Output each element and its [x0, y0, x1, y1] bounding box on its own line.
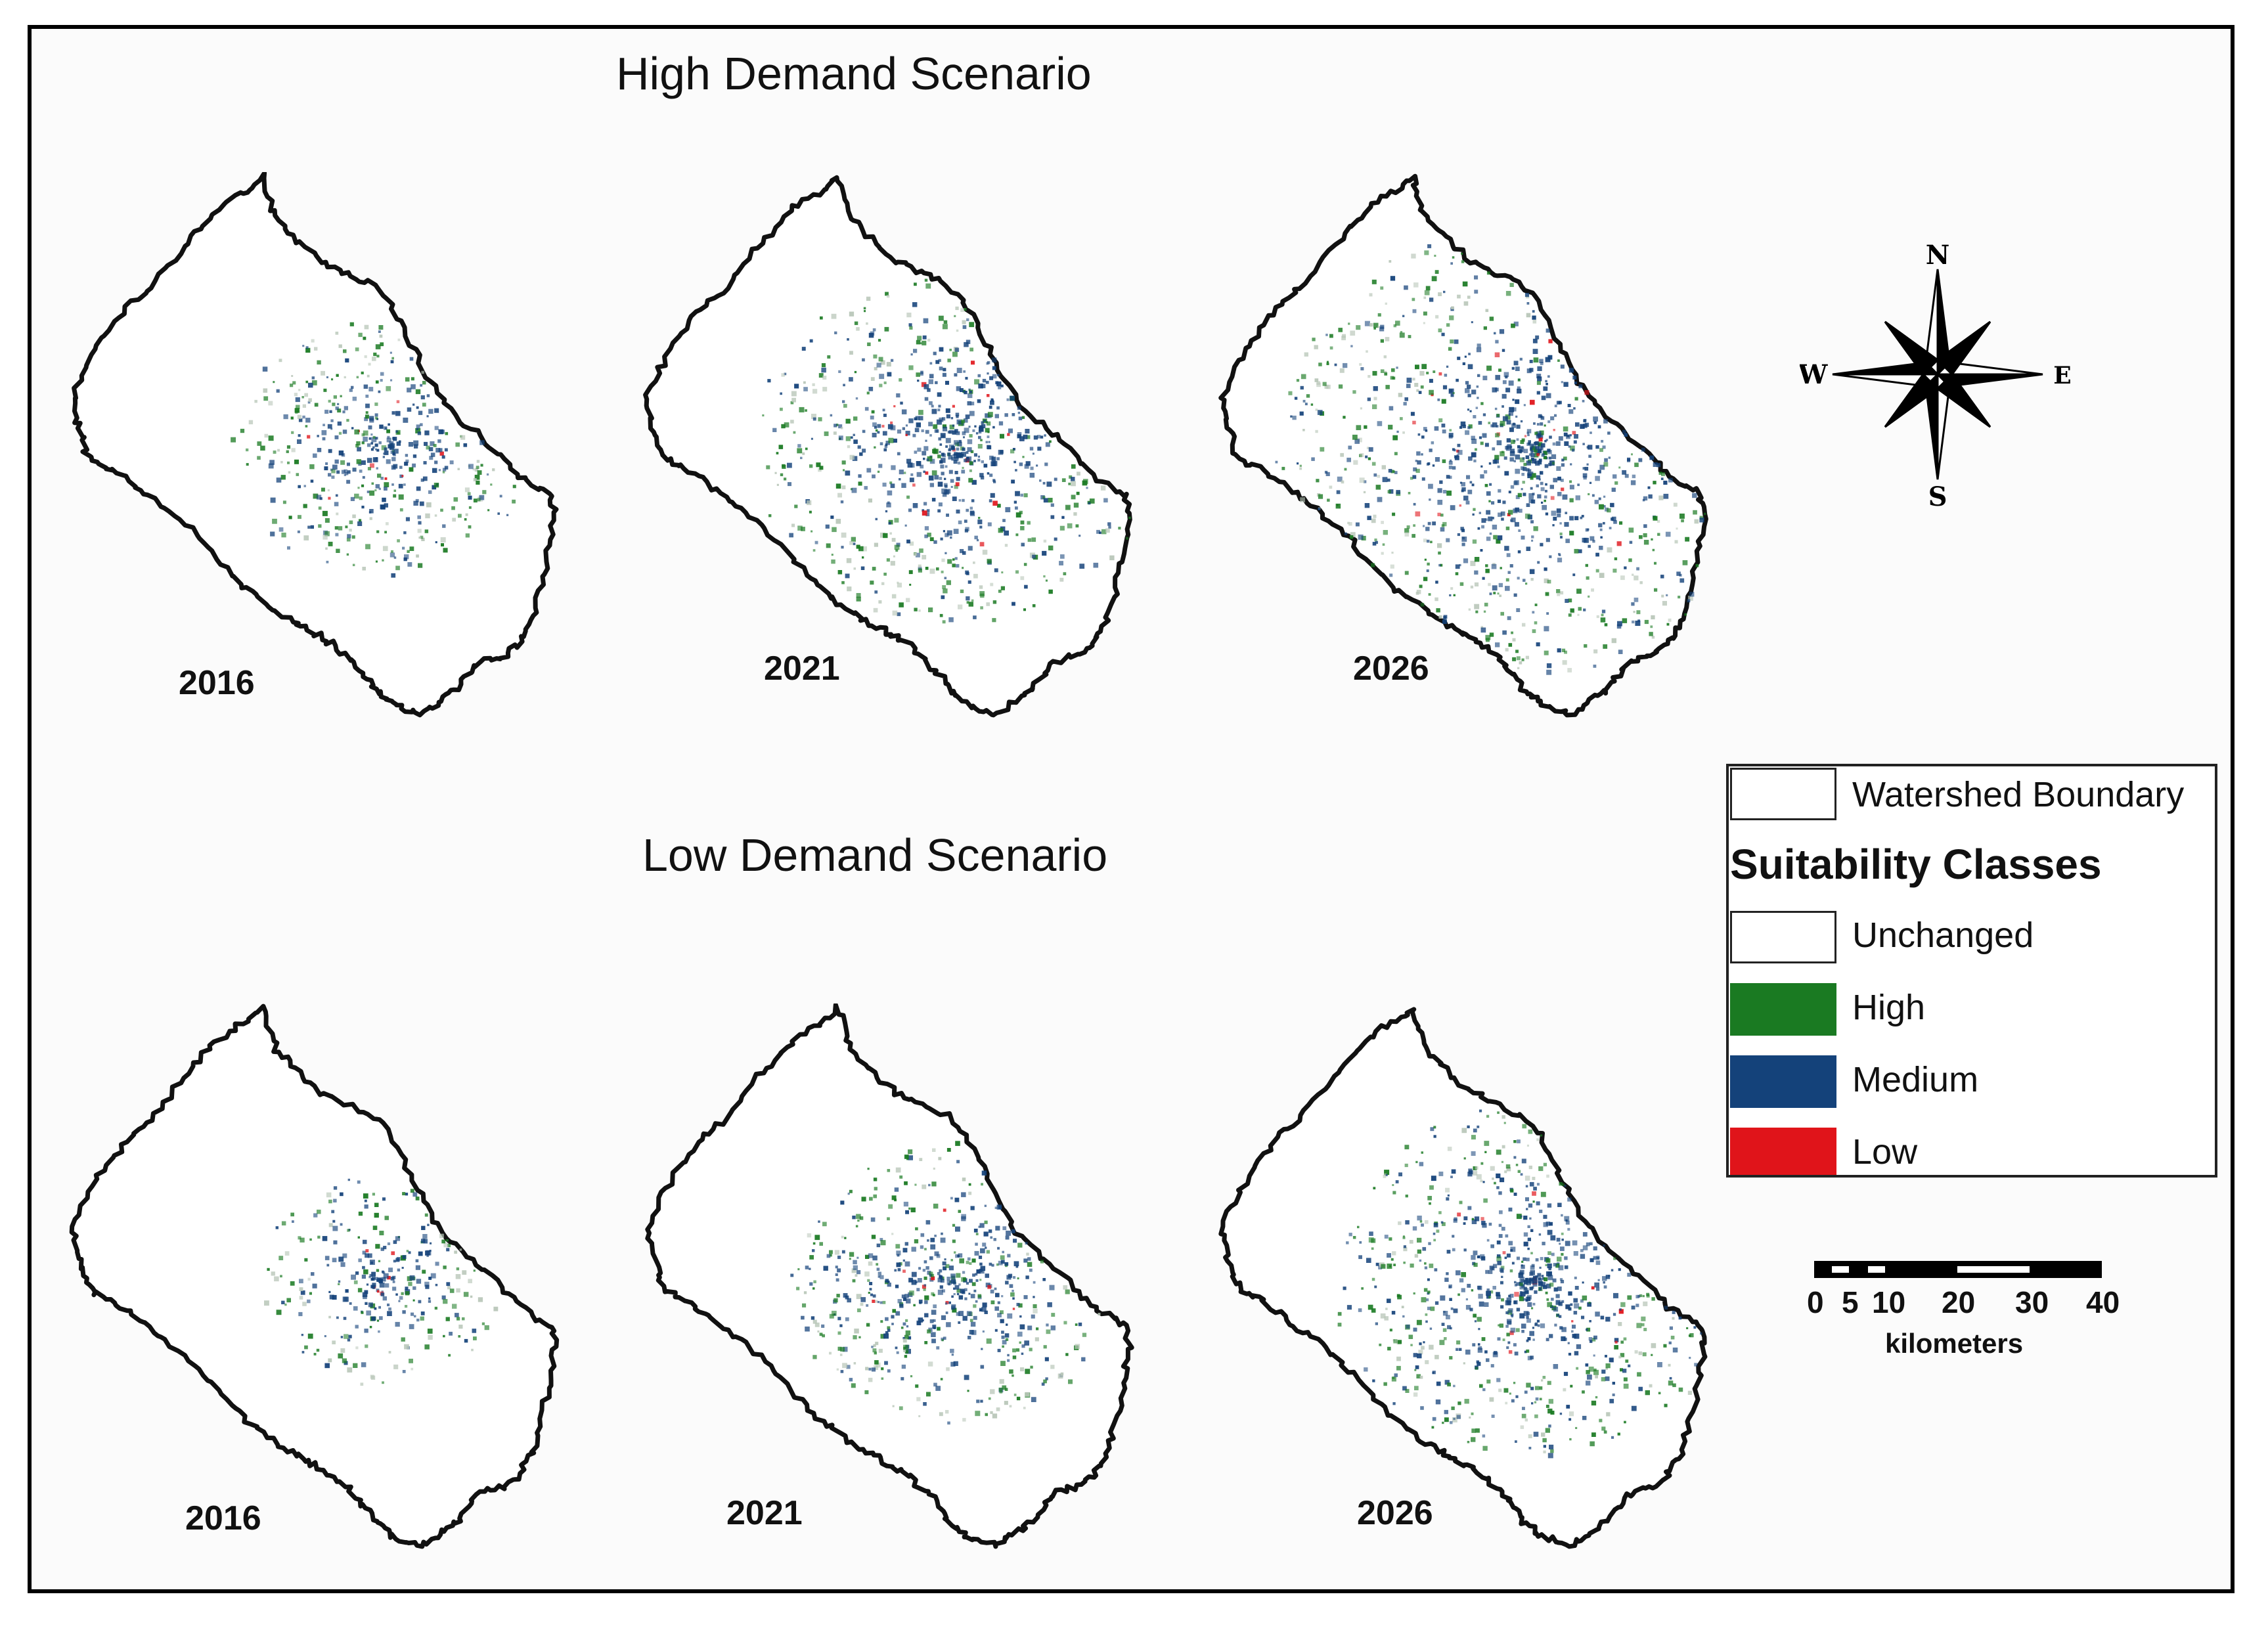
watershed-map-high-2026	[1218, 173, 1708, 718]
compass-w: W	[1800, 359, 1829, 390]
suitability-pixels	[790, 1141, 1101, 1425]
legend-unchanged-label: Unchanged	[1852, 915, 2034, 955]
scale-unit-label: kilometers	[1885, 1328, 2024, 1359]
suitability-pixels	[264, 1178, 499, 1386]
watershed-boundary	[1218, 173, 1708, 718]
compass-n: N	[1926, 240, 1950, 271]
title-low-demand: Low Demand Scenario	[642, 829, 1108, 881]
legend-medium-swatch	[1730, 1055, 1836, 1108]
legend-medium-label: Medium	[1852, 1060, 1979, 1099]
compass-e: E	[2053, 362, 2071, 389]
suitability-pixels	[1275, 244, 1706, 675]
watershed-boundary	[1218, 1007, 1708, 1549]
watershed-boundary	[645, 1003, 1134, 1549]
title-high-demand: High Demand Scenario	[616, 48, 1092, 99]
legend-low-label: Low	[1852, 1132, 1918, 1172]
legend-high-swatch	[1730, 983, 1836, 1036]
legend-low-swatch	[1730, 1128, 1836, 1175]
legend-heading: Suitability Classes	[1730, 841, 2102, 888]
watershed-boundary	[72, 172, 559, 718]
legend: Watershed Boundary Suitability Classes U…	[1726, 764, 2217, 1178]
suitability-pixels	[1337, 1109, 1702, 1459]
year-label-high-2021: 2021	[764, 650, 840, 688]
scale-tick-20: 20	[1942, 1285, 1976, 1319]
scale-tick-40: 40	[2086, 1285, 2120, 1319]
watershed-boundary	[643, 175, 1132, 718]
legend-high-label: High	[1852, 988, 1926, 1027]
watershed-map-low-2026	[1218, 1007, 1708, 1549]
watershed-map-low-2016	[69, 1003, 560, 1549]
scale-tick-10: 10	[1872, 1285, 1906, 1319]
watershed-map-high-2021	[643, 175, 1132, 718]
year-label-high-2016: 2016	[179, 664, 255, 702]
scale-tick-0: 0	[1807, 1285, 1824, 1319]
watershed-map-low-2021	[645, 1003, 1134, 1549]
legend-boundary-swatch	[1730, 768, 1836, 820]
suitability-pixels	[231, 322, 516, 578]
compass-s: S	[1928, 481, 1947, 512]
year-label-low-2016: 2016	[185, 1499, 261, 1537]
north-arrow-compass: N S E W	[1800, 240, 2072, 512]
scale-tick-5: 5	[1842, 1285, 1859, 1319]
watershed-boundary	[69, 1003, 560, 1549]
watershed-map-high-2016	[72, 172, 559, 718]
legend-unchanged-swatch	[1730, 911, 1836, 963]
year-label-high-2026: 2026	[1353, 650, 1429, 688]
scale-bar	[1814, 1261, 2102, 1278]
scale-tick-30: 30	[2015, 1285, 2049, 1319]
year-label-low-2021: 2021	[726, 1494, 803, 1532]
legend-boundary-label: Watershed Boundary	[1852, 775, 2185, 814]
suitability-pixels	[762, 278, 1131, 624]
year-label-low-2026: 2026	[1357, 1494, 1433, 1532]
